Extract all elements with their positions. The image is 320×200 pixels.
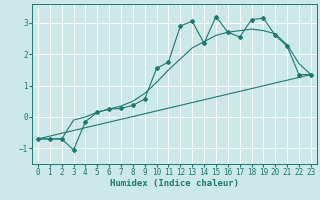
X-axis label: Humidex (Indice chaleur): Humidex (Indice chaleur): [110, 179, 239, 188]
